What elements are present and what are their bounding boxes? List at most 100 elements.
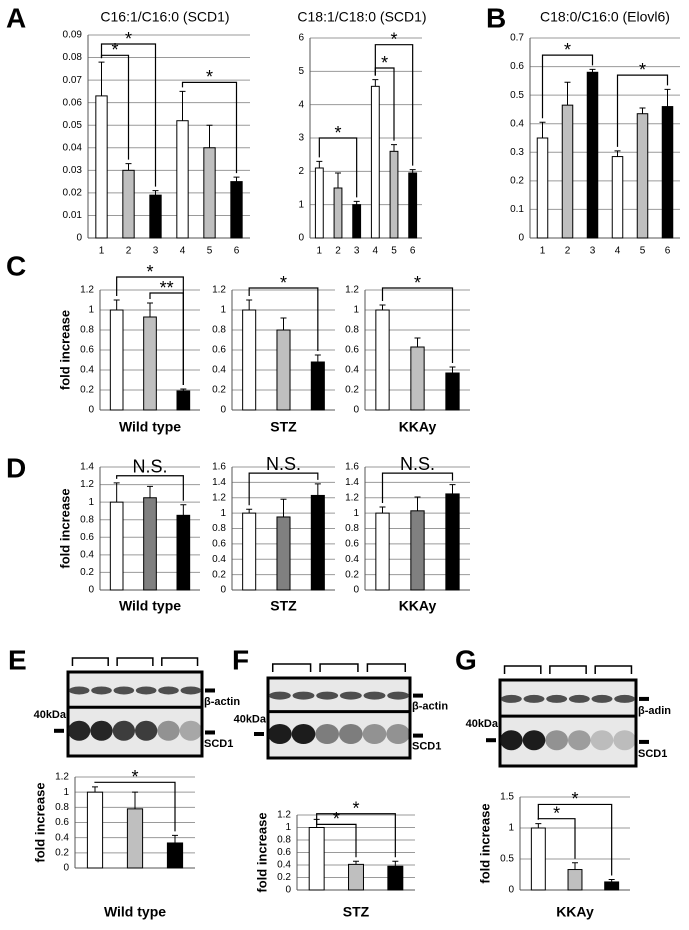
y-tick-label: 1 <box>88 497 94 508</box>
y-tick-label: 0.6 <box>345 345 359 356</box>
y-tick-label: 0.4 <box>80 365 94 376</box>
error-bar <box>233 176 240 182</box>
bar <box>333 187 343 239</box>
y-tick-label: 0.8 <box>345 523 359 534</box>
x-tick-label: 3 <box>354 246 360 257</box>
y-tick-label: 0.04 <box>63 142 83 153</box>
panel-label: C <box>6 250 26 281</box>
error-bar <box>246 299 253 310</box>
group-bracket <box>71 657 109 666</box>
band-scd1 <box>90 720 113 741</box>
significance-label: * <box>381 53 388 73</box>
band-scd1 <box>386 724 410 744</box>
x-tick-label: 6 <box>234 246 240 257</box>
band-actin <box>135 686 157 695</box>
band-actin <box>568 694 590 703</box>
significance-bracket <box>374 67 395 141</box>
y-tick-label: 0.2 <box>80 567 94 578</box>
y-tick-label: 0.8 <box>80 325 94 336</box>
bar <box>445 372 460 411</box>
band-actin <box>387 691 410 700</box>
bar <box>176 390 191 411</box>
error-bar <box>449 366 456 373</box>
significance-label: * <box>639 60 646 80</box>
band-scd1 <box>157 720 180 741</box>
y-tick-label: 1 <box>220 305 226 316</box>
y-tick-label: 0 <box>518 233 524 244</box>
bar <box>410 346 425 411</box>
bar <box>348 863 364 891</box>
y-tick-label: 0 <box>63 863 69 874</box>
error-bar <box>372 79 379 87</box>
panel-label: D <box>6 452 26 483</box>
significance-bracket <box>381 472 454 503</box>
marker-arrow <box>205 688 215 693</box>
bar <box>604 881 620 891</box>
x-tick-label: 4 <box>180 246 186 257</box>
blot-label: β-adin <box>638 705 671 717</box>
band-scd1 <box>500 730 523 751</box>
significance-label: * <box>390 29 397 49</box>
band-actin <box>292 691 315 700</box>
y-tick-label: 0.6 <box>212 539 226 550</box>
western-blot <box>486 665 649 768</box>
y-tick-label: 0.2 <box>345 569 359 580</box>
y-tick-label: 2 <box>298 166 304 177</box>
x-axis-label: STZ <box>343 904 370 920</box>
band-actin <box>68 686 90 695</box>
blot-label: SCD1 <box>412 741 441 753</box>
panel-label: E <box>8 644 27 675</box>
significance-bracket <box>181 81 238 174</box>
y-axis-label: fold increase <box>32 782 47 862</box>
y-tick-label: 0 <box>285 885 291 896</box>
bar <box>410 510 425 591</box>
bar <box>203 147 216 239</box>
y-tick-label: 6 <box>298 33 304 44</box>
significance-bracket <box>374 44 414 166</box>
bar <box>310 494 325 591</box>
bar <box>143 497 157 591</box>
significance-bracket <box>100 54 130 160</box>
significance-bracket <box>316 813 396 858</box>
significance-bracket <box>248 287 319 351</box>
band-actin <box>316 691 339 700</box>
marker-arrow <box>413 693 423 698</box>
y-tick-label: 0.2 <box>510 175 524 186</box>
x-tick-label: 2 <box>335 246 341 257</box>
bar <box>86 791 104 869</box>
y-tick-label: 3 <box>298 133 304 144</box>
bar <box>389 150 399 239</box>
y-tick-label: 0.2 <box>55 847 69 858</box>
y-tick-label: 0.2 <box>345 385 359 396</box>
band-actin <box>113 686 135 695</box>
x-axis-label: Wild type <box>104 904 166 920</box>
bar <box>95 95 108 239</box>
chart-title: C16:1/C16:0 (SCD1) <box>100 9 229 25</box>
y-tick-label: 1 <box>88 305 94 316</box>
error-bar <box>147 485 153 498</box>
significance-label: N.S. <box>132 457 167 477</box>
error-bar <box>180 504 187 516</box>
marker-arrow <box>486 738 496 743</box>
bar <box>567 869 583 891</box>
group-bracket <box>366 663 407 672</box>
band-actin <box>339 691 362 700</box>
x-tick-label: 4 <box>373 246 379 257</box>
group-bracket <box>503 665 542 674</box>
y-tick-label: 0.6 <box>277 847 291 858</box>
error-bar <box>280 317 287 330</box>
blot-label: β-actin <box>204 696 240 708</box>
error-bar <box>314 483 321 496</box>
y-tick-label: 0.5 <box>500 854 514 865</box>
x-tick-label: 4 <box>615 246 621 257</box>
y-tick-label: 0.2 <box>80 385 94 396</box>
bar <box>149 194 162 239</box>
x-tick-label: 1 <box>540 246 546 257</box>
significance-bracket <box>94 781 176 832</box>
y-tick-label: 1.2 <box>277 810 291 821</box>
y-tick-label: 1.4 <box>212 477 226 488</box>
significance-label: * <box>125 29 132 49</box>
significance-label: * <box>571 789 578 809</box>
error-bar <box>614 150 621 157</box>
y-tick-label: 1.4 <box>345 477 359 488</box>
